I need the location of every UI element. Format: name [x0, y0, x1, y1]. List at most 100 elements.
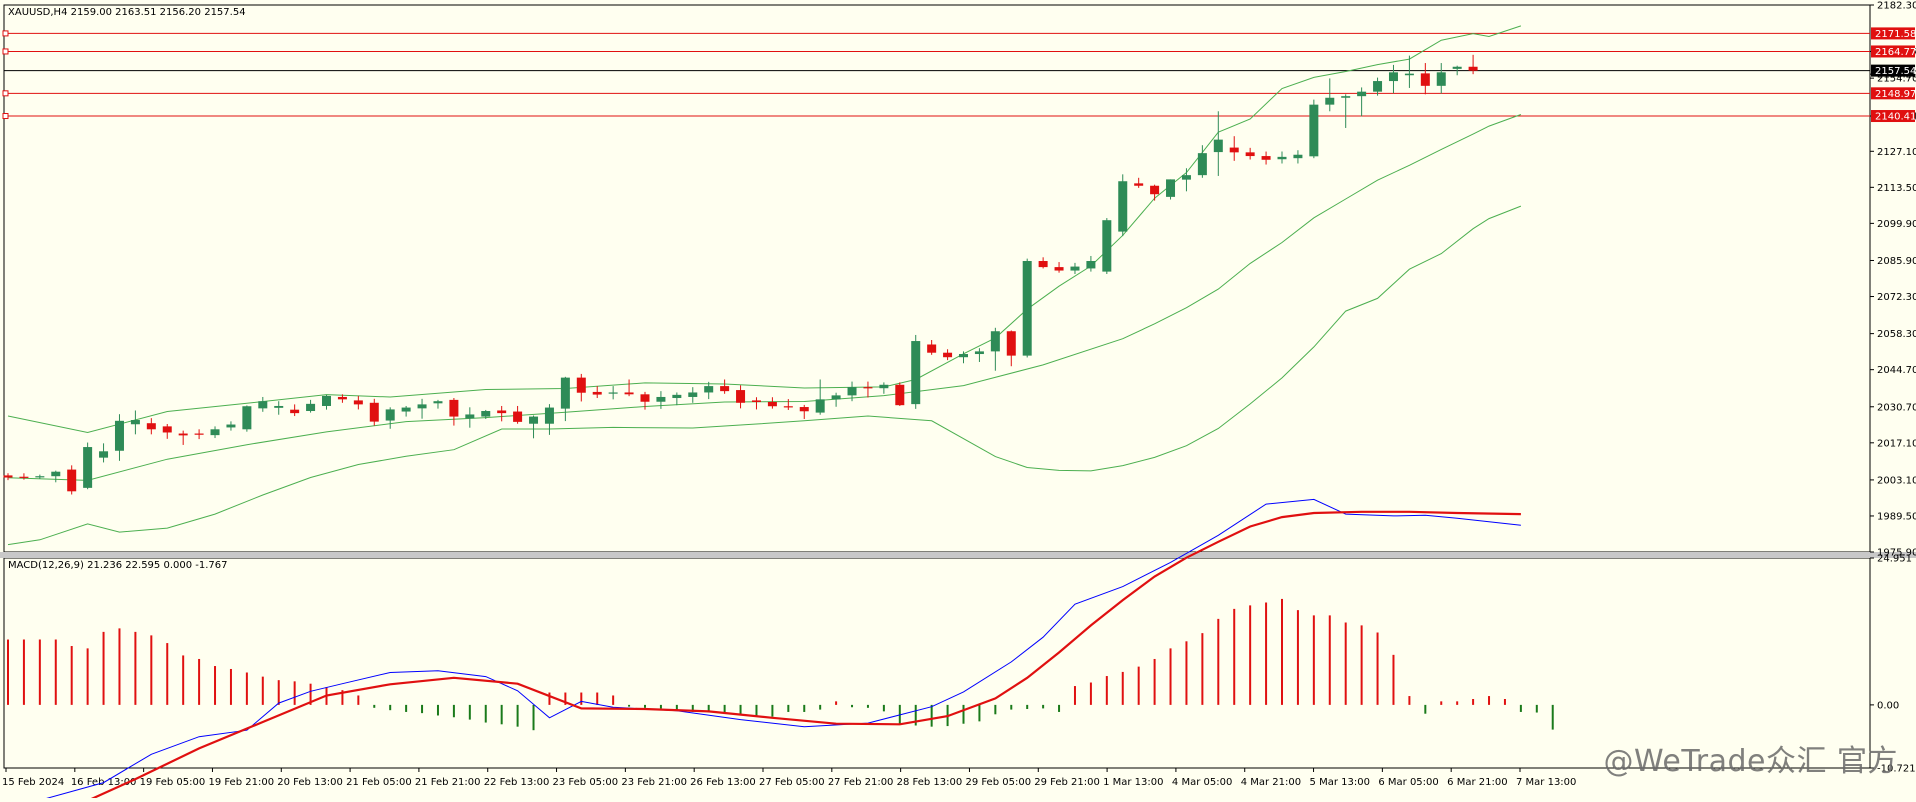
time-axis-label: 6 Mar 05:00 — [1378, 777, 1438, 788]
time-axis-label: 27 Feb 05:00 — [759, 777, 825, 788]
bull-candle-body — [1086, 261, 1096, 269]
bull-candle-body — [656, 396, 666, 402]
time-axis-label: 1 Mar 13:00 — [1103, 777, 1163, 788]
level-line-handle[interactable] — [2, 90, 9, 97]
bollinger-upper-line — [7, 25, 1522, 434]
bull-candle-body — [1181, 175, 1191, 180]
level-price-box — [1871, 27, 1915, 40]
bull-candle-body — [831, 395, 841, 400]
bear-candle-body — [337, 396, 347, 400]
bull-candle-body — [130, 420, 140, 425]
level-line-handle[interactable] — [2, 30, 9, 37]
level-price-label: 2171.58 — [1875, 29, 1916, 40]
time-axis-label: 20 Feb 13:00 — [277, 777, 343, 788]
time-axis-label: 19 Feb 05:00 — [140, 777, 206, 788]
bull-candle-body — [242, 406, 252, 430]
bull-candle-body — [258, 401, 268, 409]
level-price-box — [1871, 45, 1915, 58]
bull-candle-body — [1436, 72, 1446, 86]
bull-candle-body — [385, 409, 395, 421]
bear-candle-body — [943, 352, 953, 358]
bear-candle-body — [178, 433, 188, 436]
bear-candle-body — [895, 384, 905, 406]
bear-candle-body — [736, 390, 746, 403]
bull-candle-body — [1341, 96, 1351, 98]
bear-candle-body — [640, 394, 650, 402]
bull-candle-body — [210, 429, 220, 436]
level-price-box — [1871, 64, 1915, 77]
bull-candle-body — [51, 471, 61, 477]
bull-candle-body — [1388, 72, 1398, 82]
bull-candle-body — [226, 424, 236, 428]
bear-candle-body — [1229, 147, 1239, 153]
level-price-label: 2148.97 — [1875, 89, 1916, 100]
level-line-handle[interactable] — [2, 113, 9, 120]
bear-candle-body — [3, 475, 13, 478]
bull-candle-body — [959, 354, 968, 358]
level-price-box — [1871, 110, 1915, 123]
price-axis-label: 2154.70 — [1877, 74, 1916, 85]
bull-candle-body — [1118, 181, 1128, 232]
bear-candle-body — [1420, 73, 1430, 86]
level-line-handle[interactable] — [2, 48, 9, 55]
bear-candle-body — [513, 411, 523, 422]
bear-candle-body — [497, 410, 507, 414]
bull-candle-body — [1404, 73, 1414, 76]
level-price-label: 2140.41 — [1875, 112, 1916, 123]
level-price-label: 2164.77 — [1875, 47, 1916, 58]
bear-candle-body — [369, 402, 379, 422]
bollinger-middle-line — [7, 114, 1522, 481]
bull-candle-body — [306, 403, 316, 412]
bull-candle-body — [974, 351, 984, 355]
bear-candle-body — [290, 409, 300, 414]
macd-header: MACD(12,26,9) 21.236 22.595 0.000 -1.767 — [8, 560, 228, 571]
price-axis-label: 2182.30 — [1877, 1, 1916, 12]
time-axis-label: 27 Feb 21:00 — [828, 777, 894, 788]
bear-candle-body — [863, 387, 873, 389]
price-axis-label: 2058.30 — [1877, 329, 1916, 340]
bear-candle-body — [67, 469, 77, 492]
price-axis-label: 2003.10 — [1877, 475, 1916, 486]
bull-candle-body — [704, 386, 714, 393]
bear-candle-body — [1468, 66, 1478, 71]
bull-candle-body — [815, 399, 825, 413]
bear-candle-body — [353, 400, 363, 405]
bear-candle-body — [1006, 331, 1016, 356]
bull-candle-body — [879, 384, 889, 389]
bull-candle-body — [83, 447, 93, 488]
price-axis-label: 2099.90 — [1877, 219, 1916, 230]
bull-candle-body — [401, 407, 411, 412]
time-axis-label: 5 Mar 13:00 — [1310, 777, 1370, 788]
bear-candle-body — [799, 407, 809, 412]
bull-candle-body — [481, 411, 491, 417]
price-axis-label: 2127.10 — [1877, 147, 1916, 158]
bear-candle-body — [592, 391, 602, 395]
price-axis-label: 2017.10 — [1877, 438, 1916, 449]
bear-candle-body — [720, 386, 730, 392]
bull-candle-body — [1452, 66, 1462, 69]
time-axis-label: 23 Feb 21:00 — [621, 777, 687, 788]
level-price-box — [1871, 87, 1915, 100]
bear-candle-body — [767, 401, 777, 407]
price-axis-label: 1989.50 — [1877, 511, 1916, 522]
bull-candle-body — [322, 395, 331, 406]
macd-axis-label: 24.951 — [1877, 554, 1912, 565]
panel-separator[interactable] — [0, 552, 1916, 558]
time-axis-label: 23 Feb 05:00 — [553, 777, 619, 788]
bear-candle-body — [1054, 267, 1064, 271]
price-axis-label: 2030.70 — [1877, 402, 1916, 413]
bull-candle-body — [911, 341, 921, 405]
macd-axis-label: 0.00 — [1877, 700, 1899, 711]
bear-candle-body — [1134, 183, 1144, 186]
bear-candle-body — [927, 344, 937, 353]
bull-candle-body — [847, 387, 857, 396]
bull-candle-body — [35, 476, 45, 478]
price-axis-label: 2113.50 — [1877, 183, 1916, 194]
time-axis-label: 6 Mar 21:00 — [1447, 777, 1507, 788]
level-price-label: 2157.54 — [1875, 66, 1916, 77]
bear-candle-body — [162, 426, 172, 433]
time-axis-label: 4 Mar 05:00 — [1172, 777, 1232, 788]
bull-candle-body — [274, 405, 284, 408]
time-axis-label: 7 Mar 13:00 — [1516, 777, 1576, 788]
